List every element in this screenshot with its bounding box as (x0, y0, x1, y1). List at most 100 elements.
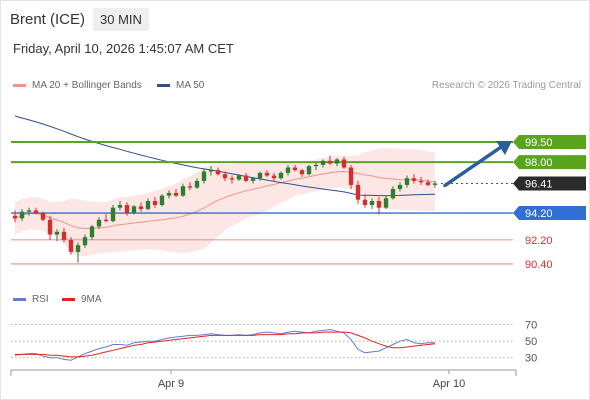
candle-body (243, 175, 249, 181)
level-label-98.00: 98.00 (525, 157, 553, 169)
legend-bollinger: MA 20 + Bollinger Bands (13, 80, 142, 91)
candle-body (250, 178, 256, 181)
candle-body (180, 186, 186, 196)
legend-9ma: 9MA (62, 294, 102, 305)
rsi-level-label-30: 30 (525, 353, 537, 365)
candle-body (194, 180, 200, 188)
candle-body (306, 166, 312, 175)
candle-body (159, 195, 165, 206)
level-label-90.40: 90.40 (525, 259, 553, 271)
candle-body (334, 159, 340, 164)
rsi-ma9-line (15, 331, 436, 358)
candle-body (131, 206, 137, 214)
candle-body (89, 226, 95, 238)
candle-body (271, 175, 277, 179)
candle-body (376, 201, 382, 208)
candle-body (229, 178, 235, 180)
candle-body (411, 178, 417, 181)
level-tag-96.41 (513, 176, 586, 191)
candle-body (145, 201, 151, 210)
x-tick-label-1: Apr 10 (433, 378, 465, 390)
candle-body (96, 219, 102, 227)
candle-body (173, 192, 179, 196)
candle-body (425, 182, 431, 185)
legend-ma50: MA 50 (157, 80, 204, 91)
candle-body (369, 201, 375, 206)
candle-body (215, 170, 221, 175)
candle-body (418, 180, 424, 183)
candle-body (68, 239, 74, 252)
candle-body (362, 199, 368, 206)
forecast-arrow-head (496, 141, 512, 156)
level-label-99.50: 99.50 (525, 137, 553, 149)
candle-body (257, 172, 263, 179)
candle-body (187, 186, 193, 188)
ma50-swatch (157, 84, 170, 87)
x-tick-label-0: Apr 9 (158, 378, 184, 390)
candle-body (222, 174, 228, 179)
candle-body (320, 160, 326, 165)
candle-body (348, 167, 354, 185)
candle-body (124, 205, 130, 214)
legend-rsi: RSI (13, 294, 49, 305)
level-tag-98.00 (513, 155, 586, 170)
forecast-arrow-shaft (443, 145, 503, 188)
candle-body (278, 172, 284, 179)
candle-body (208, 170, 214, 172)
ma20-line (14, 170, 436, 230)
chart-header: Brent (ICE) 30 MIN (10, 7, 149, 31)
level-tag-99.50 (513, 135, 586, 150)
candle-body (61, 231, 67, 240)
candle-body (313, 164, 319, 167)
bollinger-band (15, 148, 435, 257)
candle-body (404, 178, 410, 185)
candle-body (397, 184, 403, 189)
legend-rsi-label: RSI (32, 294, 49, 305)
candle-body (285, 167, 291, 173)
level-tag-94.20 (513, 206, 586, 221)
candle-body (341, 159, 347, 168)
candle-body (82, 237, 88, 246)
legend-ma50-label: MA 50 (176, 80, 205, 91)
candle-body (236, 175, 242, 180)
candle-body (299, 170, 305, 175)
rsi-line (14, 329, 435, 361)
level-label-92.20: 92.20 (525, 235, 553, 247)
candle-body (390, 188, 396, 199)
candle-body (26, 210, 32, 212)
rsi-swatch (13, 298, 26, 301)
legend-bollinger-label: MA 20 + Bollinger Bands (32, 80, 142, 91)
candle-body (33, 210, 39, 214)
candle-body (355, 184, 361, 200)
candle-body (117, 205, 123, 208)
candle-body (110, 207, 116, 222)
ma9-swatch (62, 298, 75, 301)
candle-body (47, 219, 53, 235)
level-label-96.41: 96.41 (525, 178, 553, 190)
candle-body (152, 201, 158, 206)
timeframe-badge[interactable]: 30 MIN (93, 7, 149, 31)
candle-body (201, 171, 207, 181)
candle-body (166, 192, 172, 196)
candle-body (138, 206, 144, 210)
candle-body (103, 219, 109, 222)
candle-body (327, 160, 333, 164)
candle-body (40, 213, 46, 220)
bollinger-swatch (13, 84, 26, 87)
legend-9ma-label: 9MA (81, 294, 102, 305)
candle-body (383, 198, 389, 208)
rsi-level-label-70: 70 (525, 320, 537, 332)
candle-body (19, 211, 25, 219)
candle-body (432, 183, 438, 185)
candle-body (54, 231, 60, 235)
candle-body (75, 245, 81, 252)
research-credit: Research © 2026 Trading Central (431, 80, 581, 91)
candle-body (264, 172, 270, 176)
rsi-level-label-50: 50 (525, 336, 537, 348)
instrument-title: Brent (ICE) (10, 10, 86, 28)
candle-body (292, 167, 298, 171)
candle-body (12, 215, 18, 219)
level-label-94.20: 94.20 (525, 208, 553, 220)
timestamp: Friday, April 10, 2026 1:45:07 AM CET (13, 41, 234, 56)
